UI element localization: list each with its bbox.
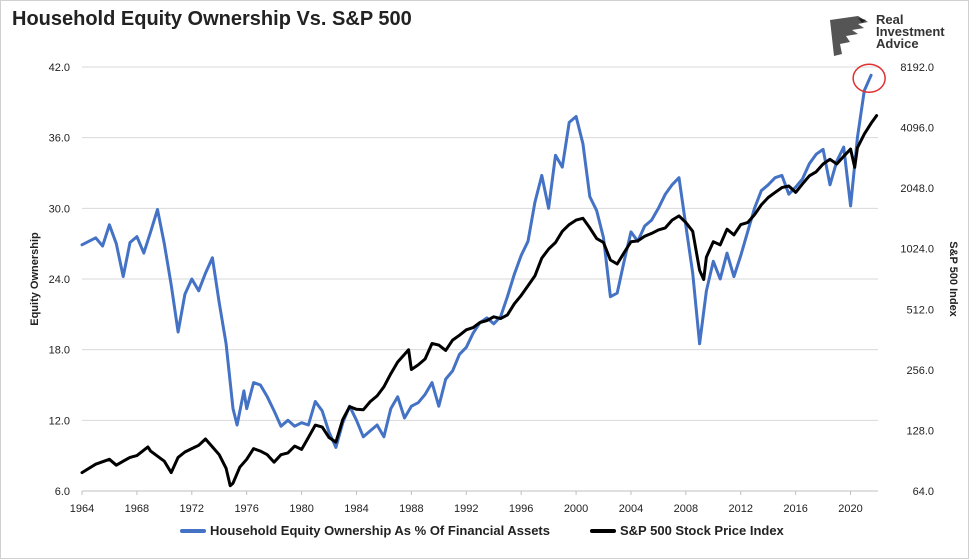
y2-tick-label: 512.0 bbox=[906, 304, 934, 316]
logo-line-2: Investment bbox=[876, 24, 945, 39]
y-axis-ticks: 6.0 12.0 18.0 24.0 30.0 36.0 42.0 bbox=[49, 62, 70, 498]
x-tick-label: 1996 bbox=[509, 503, 533, 515]
x-tick-label: 1980 bbox=[289, 503, 313, 515]
x-tick-label: 2004 bbox=[619, 503, 643, 515]
x-tick-label: 1968 bbox=[125, 503, 149, 515]
gridlines bbox=[82, 66, 878, 492]
logo-text: Real Investment Advice bbox=[876, 12, 945, 51]
y2-tick-label: 1024.0 bbox=[900, 244, 934, 256]
x-tick-label: 2008 bbox=[674, 503, 698, 515]
logo-line-3: Advice bbox=[876, 36, 919, 51]
y2-tick-label: 128.0 bbox=[906, 425, 934, 437]
y2-axis-title: S&P 500 Index bbox=[947, 241, 959, 317]
y-tick-label: 18.0 bbox=[49, 345, 70, 357]
x-tick-label: 2012 bbox=[729, 503, 753, 515]
y2-tick-label: 2048.0 bbox=[900, 183, 934, 195]
eagle-logo-icon bbox=[830, 16, 868, 56]
x-tick-label: 1984 bbox=[344, 503, 368, 515]
sp500-line bbox=[80, 114, 879, 488]
x-tick-label: 2016 bbox=[783, 503, 807, 515]
legend-swatch-equity bbox=[180, 528, 206, 533]
legend-item-equity: Household Equity Ownership As % Of Finan… bbox=[180, 523, 550, 538]
y2-tick-label: 8192.0 bbox=[900, 62, 934, 74]
x-axis-ticks: 1964 1968 1972 1976 1980 1984 1988 1992 1996 2000… bbox=[70, 491, 863, 515]
x-tick-label: 2000 bbox=[564, 503, 588, 515]
logo-line-1: Real bbox=[876, 12, 904, 27]
x-tick-label: 1972 bbox=[180, 503, 204, 515]
x-tick-label: 1976 bbox=[234, 503, 258, 515]
equity-ownership-line bbox=[80, 73, 873, 449]
legend-label-sp500: S&P 500 Stock Price Index bbox=[620, 523, 784, 538]
y-tick-label: 6.0 bbox=[55, 486, 70, 498]
legend-label-equity: Household Equity Ownership As % Of Finan… bbox=[210, 523, 550, 538]
x-tick-label: 1988 bbox=[399, 503, 423, 515]
y2-tick-label: 64.0 bbox=[913, 486, 934, 498]
y-tick-label: 24.0 bbox=[49, 274, 70, 286]
annotation-circle bbox=[852, 63, 886, 93]
y-tick-label: 36.0 bbox=[49, 133, 70, 145]
y2-tick-label: 4096.0 bbox=[900, 123, 934, 135]
y2-axis-ticks: 64.0 128.0 256.0 512.0 1024.0 2048.0 4096.0 819… bbox=[900, 62, 934, 498]
y2-tick-label: 256.0 bbox=[906, 365, 934, 377]
x-tick-label: 2020 bbox=[838, 503, 862, 515]
legend-swatch-sp500 bbox=[590, 528, 616, 533]
chart-title: Household Equity Ownership Vs. S&P 500 bbox=[12, 8, 412, 30]
y-tick-label: 30.0 bbox=[49, 203, 70, 215]
logo: Real Investment Advice bbox=[828, 12, 958, 58]
y-axis-title: Equity Ownership bbox=[29, 232, 41, 326]
y-tick-label: 12.0 bbox=[49, 415, 70, 427]
x-tick-label: 1992 bbox=[454, 503, 478, 515]
y-tick-label: 42.0 bbox=[49, 62, 70, 74]
legend-item-sp500: S&P 500 Stock Price Index bbox=[590, 523, 784, 538]
legend: Household Equity Ownership As % Of Finan… bbox=[180, 523, 824, 538]
series-lines bbox=[80, 73, 879, 488]
x-tick-label: 1964 bbox=[70, 503, 94, 515]
